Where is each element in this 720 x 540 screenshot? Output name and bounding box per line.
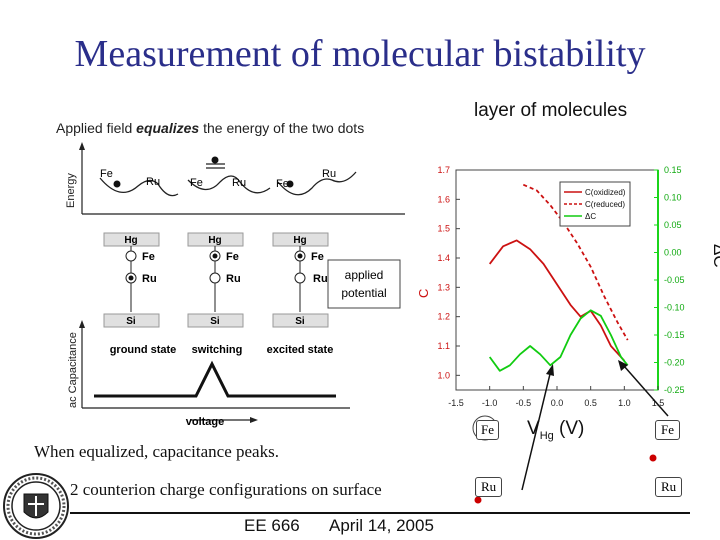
ground-ru-label: Ru (146, 176, 160, 188)
legend-label: C(reduced) (585, 200, 625, 209)
field-caption: Applied field equalizes the energy of th… (56, 120, 364, 136)
x-tick-label: 0.0 (551, 398, 564, 408)
capacitance-chart: -1.5 -1.0 -0.5 0.0 0.5 1.0 1.5 1.0 1.1 1.2 1.3 1.4 1… (416, 165, 720, 408)
bullet-counterion: 2 counterion charge configurations on su… (70, 480, 382, 499)
excited-ru-label: Ru (322, 168, 336, 180)
fe-label-2: Fe (226, 251, 239, 263)
ground-well (99, 177, 179, 197)
slide-title: Measurement of molecular bistability (74, 33, 646, 75)
capacitance-axis-label: ac Capacitance (67, 332, 79, 408)
switching-well (187, 175, 271, 194)
series-line-coxidized (488, 239, 625, 362)
y-left-tick-label: 1.2 (437, 312, 450, 322)
series-line-creduced (522, 183, 629, 341)
footer-course: EE 666 (244, 516, 300, 535)
ru-label-1: Ru (142, 273, 157, 285)
hg-label-3: Hg (293, 235, 306, 246)
y-right-tick-label: -0.20 (664, 358, 685, 368)
state-excited: excited state (267, 344, 334, 356)
y-right-tick-label: 0.15 (664, 165, 682, 175)
ru-callout-left: Ru (475, 477, 503, 497)
excited-fe-label: Fe (276, 178, 289, 190)
legend-label: ΔC (585, 212, 596, 221)
voltage-axis-label: voltage (186, 416, 225, 428)
x-tick-label: -1.5 (448, 398, 464, 408)
caption-prefix: Applied field (56, 120, 137, 136)
university-seal (3, 473, 69, 539)
y-left-tick-label: 1.4 (437, 253, 450, 263)
energy-axis-label: Energy (65, 173, 77, 208)
fe-callout-right: Fe (655, 420, 680, 440)
switching-fe-label: Fe (190, 177, 203, 189)
x-tick-label: 0.5 (584, 398, 597, 408)
si-label-1: Si (126, 316, 136, 327)
y-right-tick-label: -0.10 (664, 303, 685, 313)
footer-rule (70, 512, 690, 514)
x-label-main: V (527, 418, 540, 439)
legend-label: C(oxidized) (585, 188, 626, 197)
fe-label-1: Fe (142, 251, 155, 263)
x-label-unit: (V) (559, 418, 585, 439)
y-left-tick-label: 1.5 (437, 224, 450, 234)
applied-potential-line1: applied (345, 268, 384, 282)
series-line-c (488, 309, 629, 372)
y-right-tick-label: -0.05 (664, 275, 685, 285)
y-right-tick-label: 0.05 (664, 220, 682, 230)
fe-callout-left: Fe (476, 420, 499, 440)
y-left-tick-label: 1.7 (437, 165, 450, 175)
x-tick-label: -1.0 (482, 398, 498, 408)
y-left-tick-label: 1.3 (437, 282, 450, 292)
y-right-axis-label: ΔC (710, 244, 720, 268)
ru-callout-right: Ru (655, 477, 683, 497)
fe-label-3: Fe (311, 251, 324, 263)
footer-date: April 14, 2005 (329, 516, 434, 535)
bullet-capacitance-peaks: When equalized, capacitance peaks. (34, 442, 279, 461)
y-right-tick-label: 0.00 (664, 248, 682, 258)
y-left-tick-label: 1.1 (437, 341, 450, 351)
ru-label-2: Ru (226, 273, 241, 285)
ru-label-3: Ru (313, 273, 328, 285)
y-left-tick-label: 1.0 (437, 370, 450, 380)
si-label-2: Si (210, 316, 220, 327)
state-ground: ground state (110, 344, 177, 356)
applied-potential-box (327, 259, 401, 309)
y-right-tick-label: -0.15 (664, 330, 685, 340)
hg-label-1: Hg (124, 235, 137, 246)
x-tick-label: 1.5 (652, 398, 665, 408)
y-left-tick-label: 1.6 (437, 194, 450, 204)
x-tick-label: -0.5 (516, 398, 532, 408)
layer-label: layer of molecules (474, 100, 628, 121)
si-label-3: Si (295, 316, 305, 327)
x-label-sub: Hg (539, 429, 554, 442)
ground-fe-label: Fe (100, 168, 113, 180)
hg-label-2: Hg (208, 235, 221, 246)
capacitance-peak-trace (94, 360, 336, 398)
y-left-axis-label: C (416, 289, 431, 298)
state-switching: switching (192, 344, 243, 356)
caption-suffix: the energy of the two dots (199, 120, 365, 136)
molecule-schematic: Energy Fe Ru Fe Ru Fe Ru Hg Fe Ru Si Hg … (65, 142, 405, 428)
caption-emphasis: equalizes (136, 120, 200, 136)
applied-potential-line2: potential (341, 286, 386, 300)
y-right-tick-label: -0.25 (664, 385, 685, 395)
x-tick-label: 1.0 (618, 398, 631, 408)
chart-x-axis-title: VHg (V) (527, 418, 584, 442)
switching-ru-label: Ru (232, 177, 246, 189)
excited-well (277, 171, 357, 196)
y-right-tick-label: 0.10 (664, 193, 682, 203)
